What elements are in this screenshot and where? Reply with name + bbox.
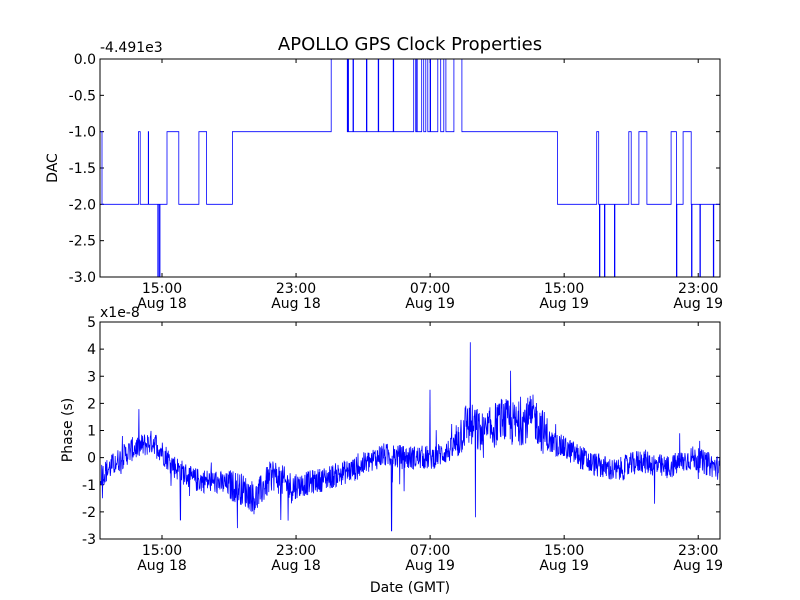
phase-series-line: [99, 342, 721, 532]
x-tick-label-time: 15:00: [142, 281, 182, 297]
x-tick-label-date: Aug 18: [271, 558, 321, 574]
y-tick-label: -0.5: [69, 88, 96, 104]
x-tick-label-date: Aug 19: [405, 296, 455, 312]
y-tick-label: -1.5: [69, 161, 96, 177]
x-axis-label: Date (GMT): [370, 580, 450, 596]
x-tick-label-time: 23:00: [276, 543, 316, 559]
x-tick-label-time: 23:00: [276, 281, 316, 297]
x-tick-label-time: 15:00: [544, 281, 584, 297]
x-tick-label-time: 15:00: [142, 543, 182, 559]
y-tick-label: -2.0: [69, 197, 96, 213]
x-tick-label-time: 23:00: [678, 281, 718, 297]
dac-series-line: [100, 58, 720, 278]
y-tick-label: -2.5: [69, 234, 96, 250]
dac-offset-label: -4.491e3: [100, 40, 163, 56]
x-tick-label-time: 07:00: [410, 281, 450, 297]
y-tick-label: 2: [87, 396, 96, 412]
y-tick-label: 4: [87, 342, 96, 358]
phase-offset-label: x1e-8: [100, 305, 140, 321]
y-tick-label: -3.0: [69, 270, 96, 286]
figure-title: APOLLO GPS Clock Properties: [278, 34, 542, 55]
phase-ylabel: Phase (s): [60, 398, 76, 462]
y-tick-label: 0.0: [74, 52, 96, 68]
dac-panel: -4.491e3 DAC 0.0 -0.5 -1.0 -1.5 -2.0 -2.5 -3.0…: [45, 40, 723, 312]
y-tick-label: -1.0: [69, 125, 96, 141]
phase-axes-frame: [99, 321, 721, 540]
dac-ylabel: DAC: [45, 153, 61, 183]
y-tick-label: 5: [87, 315, 96, 331]
x-tick-label-date: Aug 18: [271, 296, 321, 312]
x-tick-label-date: Aug 19: [539, 558, 589, 574]
x-tick-label-date: Aug 19: [539, 296, 589, 312]
x-tick-label-date: Aug 18: [137, 296, 187, 312]
y-tick-label: -3: [82, 532, 96, 548]
x-tick-label-time: 07:00: [410, 543, 450, 559]
y-tick-label: -1: [82, 478, 96, 494]
phase-plot-area: [99, 342, 721, 532]
y-tick-label: 3: [87, 369, 96, 385]
x-tick-label-date: Aug 19: [673, 558, 723, 574]
y-tick-label: 0: [87, 451, 96, 467]
y-tick-label: -2: [82, 505, 96, 521]
dac-axes-frame: [99, 58, 721, 278]
y-tick-label: 1: [87, 424, 96, 440]
x-tick-label-time: 23:00: [678, 543, 718, 559]
x-tick-label-date: Aug 19: [673, 296, 723, 312]
dac-plot-area: [100, 58, 720, 278]
x-tick-label-time: 15:00: [544, 543, 584, 559]
x-tick-label-date: Aug 19: [405, 558, 455, 574]
x-tick-label-date: Aug 18: [137, 558, 187, 574]
